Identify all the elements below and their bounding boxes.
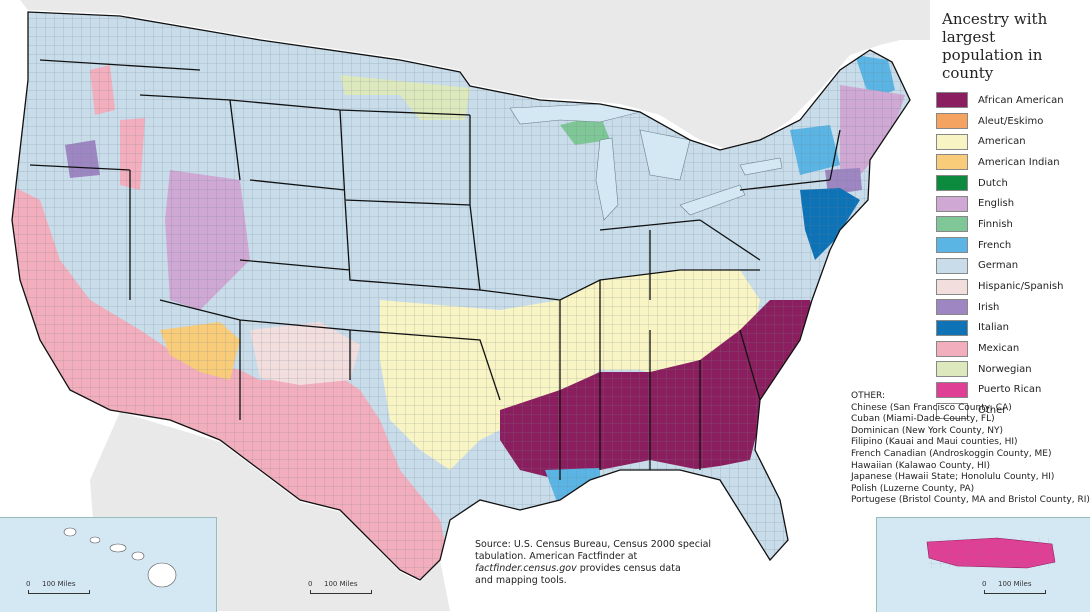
legend-label: Irish [978, 301, 1000, 313]
other-item: Polish (Luzerne County, PA) [851, 483, 975, 494]
legend-item: German [936, 256, 1086, 277]
legend-swatch [936, 299, 968, 316]
legend-swatch [936, 113, 968, 130]
legend-item: American Indian [936, 152, 1086, 173]
legend-label: Mexican [978, 343, 1020, 355]
other-heading: OTHER: [851, 391, 886, 401]
source-line-3-rest: provides census data [576, 563, 681, 574]
legend-swatch [936, 381, 968, 398]
legend-item: Hispanic/Spanish [936, 276, 1086, 297]
canada-landmass [20, 0, 930, 150]
scale-miles-label: 100 Miles [42, 580, 76, 588]
legend-item: Puerto Rican [936, 380, 1086, 401]
legend-swatch [936, 133, 968, 150]
legend-item: Irish [936, 297, 1086, 318]
other-item: Hawaiian (Kalawao County, HI) [851, 460, 990, 471]
legend-swatch [936, 278, 968, 295]
legend-swatch [936, 216, 968, 233]
scale-zero-label: 0 [26, 580, 31, 588]
legend-label: Other [978, 405, 1007, 417]
source-line-1: Source: U.S. Census Bureau, Census 2000 … [475, 539, 712, 550]
legend-swatch [936, 319, 968, 336]
source-url: factfinder.census.gov [475, 563, 577, 574]
legend-items: African American Aleut/Eskimo American Amer… [936, 90, 1086, 421]
legend-item: Other [936, 400, 1086, 421]
state-borders [11, 11, 911, 581]
legend-item: Aleut/Eskimo [936, 111, 1086, 132]
legend-label: Finnish [978, 218, 1013, 230]
legend-swatch [936, 402, 968, 419]
legend-item: American [936, 131, 1086, 152]
legend-swatch [936, 257, 968, 274]
other-item: Dominican (New York County, NY) [851, 425, 1004, 436]
legend-item: Mexican [936, 338, 1086, 359]
legend: Ancestry with largest population in coun… [936, 10, 1086, 421]
source-line-2: tabulation. American Factfinder at [475, 551, 638, 562]
lake-huron [639, 129, 691, 181]
hawaii-inset [0, 517, 217, 612]
other-item: French Canadian (Androskoggin County, ME… [851, 448, 1052, 459]
legend-label: Norwegian [978, 363, 1032, 375]
other-items: Chinese (San Francisco County, CA) Cuban … [851, 402, 1090, 507]
puerto-rico-inset [876, 517, 1090, 612]
legend-item: English [936, 193, 1086, 214]
legend-title: Ancestry with largest population in coun… [942, 10, 1086, 82]
lake-ontario [739, 157, 783, 176]
legend-label: Aleut/Eskimo [978, 115, 1044, 127]
hawaii-map [63, 527, 177, 588]
other-item: Chinese (San Francisco County, CA) [851, 402, 1012, 413]
other-item: Cuban (Miami-Dade County, FL) [851, 414, 995, 425]
legend-item: French [936, 235, 1086, 256]
legend-label: Dutch [978, 177, 1008, 189]
legend-label: French [978, 239, 1012, 251]
puerto-rico-map [926, 537, 1056, 569]
legend-title-line-1: Ancestry with largest [942, 10, 1048, 46]
legend-title-line-2: population in county [942, 46, 1043, 82]
source-note: Source: U.S. Census Bureau, Census 2000 … [475, 539, 725, 587]
source-line-4: and mapping tools. [475, 575, 567, 586]
lake-erie [679, 184, 746, 216]
legend-swatch [936, 340, 968, 357]
legend-label: English [978, 198, 1015, 210]
scale-miles-label: 100 Miles [324, 580, 358, 588]
legend-swatch [936, 92, 968, 109]
scale-miles-label: 100 Miles [998, 580, 1032, 588]
scale-zero-label: 0 [982, 580, 987, 588]
legend-label: Puerto Rican [978, 384, 1042, 396]
scale-zero-label: 0 [308, 580, 313, 588]
legend-item: Dutch [936, 173, 1086, 194]
source-line-3: factfinder.census.gov provides census da… [475, 563, 725, 575]
legend-label: Hispanic/Spanish [978, 281, 1064, 293]
lake-michigan [595, 137, 619, 221]
legend-swatch [936, 154, 968, 171]
legend-item: Finnish [936, 214, 1086, 235]
other-item: Japanese (Hawaii State; Honolulu County,… [851, 472, 1055, 483]
other-ancestries-list: OTHER: Chinese (San Francisco County, CA… [851, 391, 1090, 507]
legend-swatch [936, 361, 968, 378]
legend-label: American [978, 136, 1026, 148]
legend-label: Italian [978, 322, 1010, 334]
legend-swatch [936, 175, 968, 192]
other-item: Filipino (Kauai and Maui counties, HI) [851, 437, 1018, 448]
legend-label: American Indian [978, 156, 1060, 168]
legend-item: African American [936, 90, 1086, 111]
legend-swatch [936, 195, 968, 212]
legend-swatch [936, 237, 968, 254]
legend-item: Norwegian [936, 359, 1086, 380]
legend-label: German [978, 260, 1019, 272]
legend-label: African American [978, 94, 1064, 106]
other-item: Portugese (Bristol County, MA and Bristo… [851, 495, 1090, 506]
legend-item: Italian [936, 318, 1086, 339]
